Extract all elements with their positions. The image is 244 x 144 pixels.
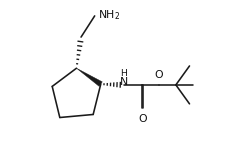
Text: O: O xyxy=(138,114,147,124)
Text: NH$_2$: NH$_2$ xyxy=(99,8,121,22)
Polygon shape xyxy=(76,68,102,86)
Text: O: O xyxy=(155,70,163,80)
Text: N: N xyxy=(120,77,128,87)
Text: H: H xyxy=(121,69,127,78)
